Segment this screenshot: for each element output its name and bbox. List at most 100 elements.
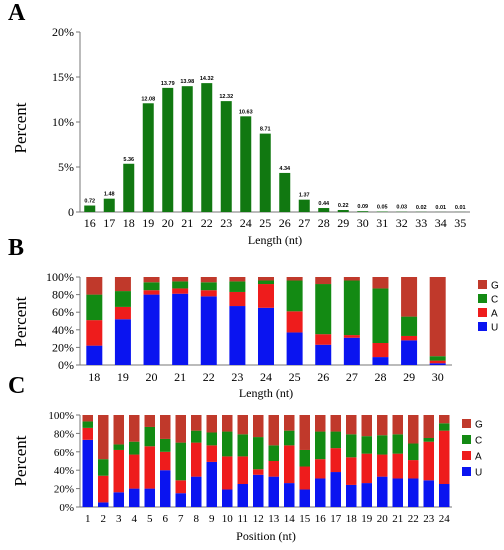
x-tick-label-a: 24: [240, 216, 252, 230]
x-tick-label-b: 25: [289, 370, 301, 384]
legend-swatch-a-c: [462, 451, 471, 460]
x-tick-label-b: 20: [146, 370, 158, 384]
bar-a: [259, 133, 271, 212]
x-tick-label-c: 7: [178, 513, 184, 525]
x-tick-label-a: 25: [259, 216, 271, 230]
x-tick-label-a: 23: [220, 216, 232, 230]
bar-segment-g-b: [429, 277, 446, 357]
bar-segment-a-c: [423, 441, 434, 481]
x-tick-label-c: 10: [222, 513, 234, 525]
legend-label-a-b: A: [491, 309, 498, 320]
y-tick-label-b: 20%: [52, 340, 74, 354]
bar-segment-g-b: [343, 277, 360, 281]
bar-segment-u-c: [82, 439, 93, 507]
bar-segment-c-b: [172, 281, 189, 289]
bar-a: [181, 86, 193, 212]
x-tick-label-a: 26: [279, 216, 291, 230]
legend-swatch-g-c: [462, 419, 471, 428]
data-label-a: 0.02: [416, 205, 427, 211]
data-label-a: 4.34: [279, 166, 291, 172]
bar-segment-c-c: [284, 430, 295, 446]
x-tick-label-c: 20: [377, 513, 389, 525]
bar-segment-u-c: [206, 461, 217, 507]
bar-segment-c-b: [343, 280, 360, 336]
data-label-a: 0.01: [455, 205, 466, 211]
bar-segment-c-c: [268, 445, 279, 461]
bar-segment-a-b: [114, 306, 131, 320]
x-tick-label-c: 13: [268, 513, 280, 525]
bar-segment-c-c: [129, 441, 140, 455]
bar-segment-c-c: [299, 449, 310, 467]
bar-a: [279, 172, 291, 212]
x-tick-label-c: 12: [253, 513, 264, 525]
x-tick-label-c: 6: [163, 513, 169, 525]
x-tick-label-a: 35: [454, 216, 466, 230]
data-label-a: 8.71: [260, 127, 271, 133]
bar-a: [103, 198, 115, 212]
bar-segment-a-b: [429, 360, 446, 364]
data-label-a: 12.32: [219, 94, 233, 100]
x-tick-label-b: 19: [117, 370, 129, 384]
y-axis-title-a: Percent: [11, 102, 30, 153]
bar-segment-a-b: [229, 291, 246, 307]
bar-segment-c-c: [222, 431, 233, 457]
panel-label-c: C: [8, 373, 25, 399]
panel-label-a: A: [8, 0, 26, 26]
bar-segment-g-b: [372, 277, 389, 289]
x-tick-label-c: 23: [423, 513, 435, 525]
bar-segment-u-b: [172, 293, 189, 365]
bar-segment-u-c: [330, 472, 341, 507]
x-tick-label-b: 26: [317, 370, 329, 384]
bar-a: [337, 210, 349, 212]
data-label-a: 0.72: [84, 199, 95, 205]
bar-segment-u-c: [253, 474, 264, 507]
bar-segment-a-c: [98, 475, 109, 503]
bar-segment-g-c: [175, 415, 186, 443]
bar-segment-g-b: [401, 277, 418, 317]
bar-segment-g-c: [206, 415, 217, 433]
y-tick-label-c: 100%: [48, 410, 74, 422]
legend-label-u-c: U: [475, 468, 482, 479]
bar-segment-a-c: [253, 469, 264, 475]
bar-segment-g-b: [200, 277, 217, 283]
bar-segment-g-c: [299, 415, 310, 450]
legend-label-c-b: C: [491, 295, 498, 306]
bar-segment-c-c: [237, 434, 248, 457]
legend-swatch-c-b: [478, 294, 487, 303]
bar-segment-g-b: [315, 277, 332, 285]
x-tick-label-c: 2: [101, 513, 107, 525]
bar-segment-a-b: [401, 335, 418, 341]
bar-segment-c-c: [113, 444, 124, 450]
x-tick-label-c: 16: [315, 513, 327, 525]
bar-segment-a-c: [175, 480, 186, 494]
bar-segment-u-b: [200, 296, 217, 365]
data-label-a: 12.08: [141, 96, 155, 102]
bar-segment-c-b: [315, 284, 332, 335]
data-label-a: 5.36: [123, 157, 134, 163]
data-label-a: 1.48: [104, 192, 115, 198]
bar-segment-a-b: [286, 311, 303, 333]
legend-label-u-b: U: [491, 323, 498, 334]
bar-segment-g-c: [129, 415, 140, 442]
bar-segment-g-c: [361, 415, 372, 437]
bar-a: [162, 87, 174, 212]
legend-swatch-g-b: [478, 280, 487, 289]
x-tick-label-a: 16: [84, 216, 96, 230]
bar-segment-u-c: [423, 480, 434, 507]
bar-segment-u-c: [408, 478, 419, 507]
x-tick-label-c: 21: [392, 513, 403, 525]
bar-segment-c-b: [143, 282, 160, 291]
bar-segment-g-c: [408, 415, 419, 444]
bar-segment-g-c: [113, 415, 124, 445]
data-label-a: 0.01: [435, 205, 446, 211]
bar-segment-u-c: [175, 493, 186, 507]
bar-segment-g-c: [423, 415, 434, 438]
bar-segment-u-c: [191, 476, 202, 507]
bar-segment-u-c: [346, 484, 357, 507]
bar-segment-u-c: [98, 502, 109, 507]
y-tick-label-b: 0%: [58, 358, 74, 372]
legend-label-g-b: G: [491, 281, 499, 292]
x-tick-label-a: 29: [337, 216, 349, 230]
y-tick-label-c: 60%: [54, 447, 74, 459]
data-label-a: 0.09: [357, 204, 368, 210]
